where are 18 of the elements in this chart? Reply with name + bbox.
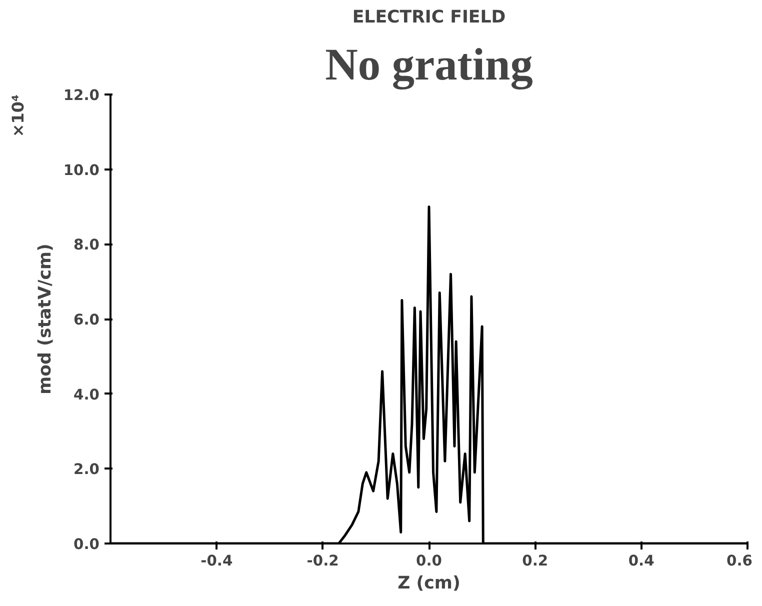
chart-subtitle: No grating — [325, 40, 534, 90]
y-axis-title: mod (statV/cm) — [35, 244, 56, 394]
y-tick-label: 6.0 — [74, 312, 100, 328]
x-tick-label: -0.4 — [200, 552, 233, 570]
y-tick-label: 0.0 — [74, 536, 100, 553]
y-tick-label: 12.0 — [63, 87, 100, 104]
chart-title: ELECTRIC FIELD — [352, 8, 506, 28]
x-tick-label: 0.2 — [522, 552, 548, 570]
x-tick-label: -0.2 — [306, 552, 339, 570]
y-tick-label: 10.0 — [63, 162, 100, 179]
x-tick-label: 0.4 — [628, 552, 654, 570]
text: ×10⁴ — [8, 94, 28, 138]
x-tick-label: 0.0 — [416, 552, 442, 570]
y-tick-label: 4.0 — [74, 386, 100, 404]
x-tick-label: 0.6 — [726, 552, 753, 570]
x-axis-title: Z (cm) — [398, 574, 460, 594]
y-tick-label: 8.0 — [74, 236, 100, 254]
y-tick-label: 2.0 — [74, 461, 100, 478]
